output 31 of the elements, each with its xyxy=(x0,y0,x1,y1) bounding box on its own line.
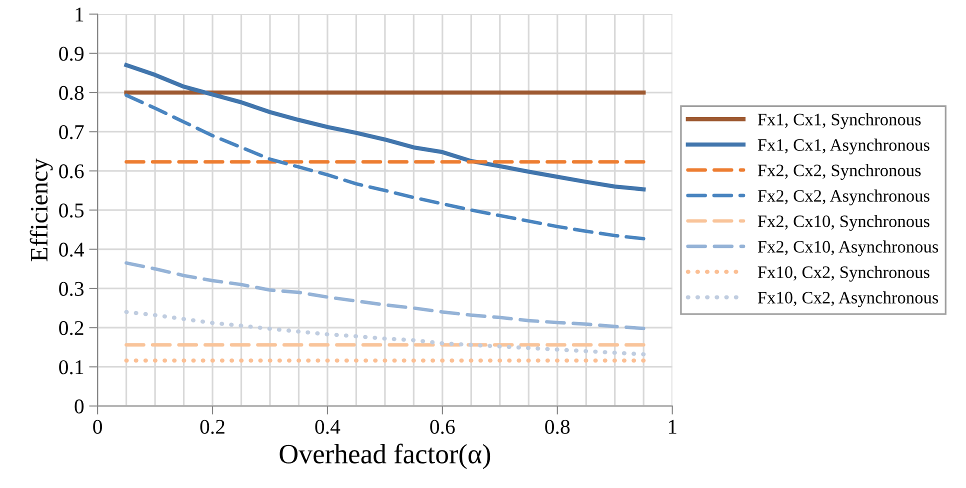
y-tick-label: 1 xyxy=(76,8,84,22)
legend-label: Fx1, Cx1, Asynchronous xyxy=(758,138,930,154)
y-tick-label: 0.1 xyxy=(59,360,84,374)
line-series xyxy=(124,94,646,240)
y-tick-label: 0.7 xyxy=(59,125,84,140)
legend-label: Fx2, Cx2, Synchronous xyxy=(758,164,921,180)
legend-label: Fx10, Cx2, Asynchronous xyxy=(758,291,938,308)
y-tick-label: 0.8 xyxy=(59,86,84,100)
x-tick-label: 0.6 xyxy=(430,420,455,434)
y-tick-label: 0.4 xyxy=(59,242,84,257)
y-tick-label: 0.5 xyxy=(59,203,84,218)
line-series xyxy=(124,261,646,330)
y-tick-label: 0.2 xyxy=(59,321,84,336)
x-tick-label: 0 xyxy=(93,420,102,434)
y-tick-label: 0 xyxy=(74,399,84,414)
legend-label: Fx2, Cx2, Asynchronous xyxy=(758,190,930,206)
line-series xyxy=(124,310,646,356)
x-tick-label: 0.4 xyxy=(315,420,340,434)
legend-label: Fx2, Cx10, Synchronous xyxy=(758,214,930,231)
y-tick-label: 0.9 xyxy=(59,46,84,61)
y-tick-label: 0.6 xyxy=(59,164,84,178)
x-tick-label: 0.2 xyxy=(200,420,224,434)
legend-label: Fx1, Cx1, Synchronous xyxy=(758,113,921,129)
line-series xyxy=(124,63,646,192)
legend-label: Fx10, Cx2, Synchronous xyxy=(758,266,930,282)
x-tick-label: 0.8 xyxy=(545,420,570,434)
x-tick-label: 1 xyxy=(668,420,676,434)
y-tick-label: 0.3 xyxy=(59,282,84,296)
x-axis-title: Overhead factor(α) xyxy=(280,444,490,470)
y-axis-title: Efficiency xyxy=(30,158,53,262)
legend-label: Fx2, Cx10, Asynchronous xyxy=(758,240,938,256)
